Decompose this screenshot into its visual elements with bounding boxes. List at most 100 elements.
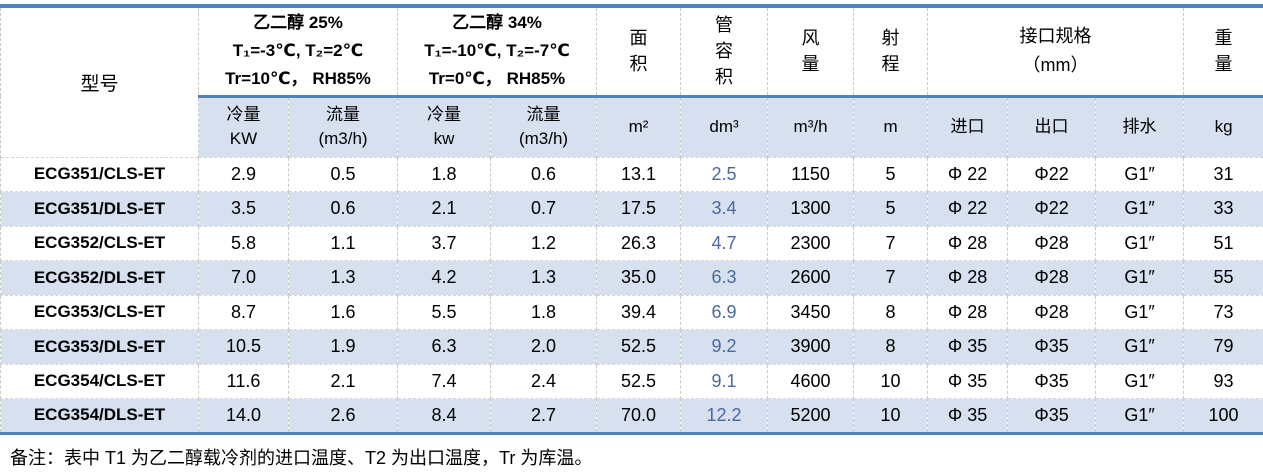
table-body: ECG351/CLS-ET 2.9 0.5 1.8 0.6 13.1 2.5 1150 5 Φ 2… <box>0 156 1263 434</box>
cell-value: Φ35 <box>1007 329 1097 365</box>
cell-value: Φ28 <box>1007 294 1097 330</box>
cell-value: 70.0 <box>596 398 682 434</box>
cell-model: ECG354/CLS-ET <box>0 363 199 399</box>
cell-value: 7.0 <box>198 260 289 296</box>
cell-value: 1.8 <box>397 156 492 192</box>
subheader-flow-34: 流量 (m3/h) <box>490 94 598 157</box>
cell-value: Φ22 <box>1007 156 1097 192</box>
cell-value: 2.5 <box>680 156 769 192</box>
cell-value: 3450 <box>767 294 855 330</box>
cell-value: 1.1 <box>287 225 399 261</box>
cell-value: 13.1 <box>596 156 682 192</box>
table-row: ECG352/CLS-ET 5.8 1.1 3.7 1.2 26.3 4.7 2300 7 Φ 2… <box>0 225 1263 261</box>
cell-value: 3.5 <box>198 191 289 227</box>
col-header-interface-spec: 接口规格 （mm） <box>927 6 1185 96</box>
cell-value: Φ 28 <box>927 225 1009 261</box>
cell-value: G1″ <box>1095 398 1185 434</box>
col-header-glycol-25: 乙二醇 25% T₁=-3℃, T₂=2℃ Tr=10℃， RH85% <box>197 6 399 96</box>
cell-model: ECG351/CLS-ET <box>0 156 199 192</box>
subheader-throw-unit: m <box>853 94 929 157</box>
subheader-flow-25: 流量 (m3/h) <box>287 94 399 157</box>
table-row: ECG353/CLS-ET 8.7 1.6 5.5 1.8 39.4 6.9 3450 8 Φ 2… <box>0 294 1263 330</box>
cell-value: 4.7 <box>680 225 769 261</box>
cell-value: 0.7 <box>490 191 598 227</box>
cell-model: ECG353/CLS-ET <box>0 294 199 330</box>
cell-value: 1150 <box>767 156 855 192</box>
cell-value: 10.5 <box>198 329 289 365</box>
cell-value: Φ 22 <box>927 191 1009 227</box>
table-header: 型号 乙二醇 25% T₁=-3℃, T₂=2℃ Tr=10℃， RH85% 乙… <box>0 6 1263 157</box>
cell-value: 3.7 <box>397 225 492 261</box>
cell-value: 2.4 <box>490 363 598 399</box>
col-header-throw: 射 程 <box>853 6 929 96</box>
col-header-tube-volume: 管 容 积 <box>680 6 769 96</box>
header-row-groups: 型号 乙二醇 25% T₁=-3℃, T₂=2℃ Tr=10℃， RH85% 乙… <box>0 6 1263 157</box>
cell-value: 31 <box>1183 156 1263 192</box>
cell-value: 2300 <box>767 225 855 261</box>
cell-value: 1.2 <box>490 225 598 261</box>
cell-value: 5 <box>853 156 929 192</box>
cell-value: 14.0 <box>198 398 289 434</box>
cell-value: G1″ <box>1095 363 1185 399</box>
cell-value: 2.0 <box>490 329 598 365</box>
col-header-area: 面 积 <box>596 6 682 96</box>
cell-value: Φ 22 <box>927 156 1009 192</box>
col-header-weight: 重 量 <box>1183 6 1263 96</box>
spec-table: 型号 乙二醇 25% T₁=-3℃, T₂=2℃ Tr=10℃， RH85% 乙… <box>0 4 1263 435</box>
cell-value: Φ28 <box>1007 260 1097 296</box>
footnote: 备注：表中 T1 为乙二醇载冷剂的进口温度、T2 为出口温度，Tr 为库温。 <box>10 447 593 468</box>
cell-value: 17.5 <box>596 191 682 227</box>
cell-value: 2600 <box>767 260 855 296</box>
cell-model: ECG352/DLS-ET <box>0 260 199 296</box>
cell-value: 2.7 <box>490 398 598 434</box>
cell-model: ECG352/CLS-ET <box>0 225 199 261</box>
table-row: ECG351/CLS-ET 2.9 0.5 1.8 0.6 13.1 2.5 1150 5 Φ 2… <box>0 156 1263 192</box>
cell-value: 8.4 <box>397 398 492 434</box>
col-header-air-flow: 风 量 <box>767 6 855 96</box>
cell-value: 2.1 <box>397 191 492 227</box>
cell-value: Φ 35 <box>927 329 1009 365</box>
subheader-outlet: 出口 <box>1007 94 1097 157</box>
subheader-inlet: 进口 <box>927 94 1009 157</box>
cell-value: Φ 35 <box>927 398 1009 434</box>
cell-model: ECG353/DLS-ET <box>0 329 199 365</box>
cell-value: 8.7 <box>198 294 289 330</box>
subheader-cooling-34: 冷量 kw <box>397 94 492 157</box>
cell-value: 55 <box>1183 260 1263 296</box>
subheader-tube-volume-unit: dm³ <box>680 94 769 157</box>
cell-value: 10 <box>853 398 929 434</box>
subheader-area-unit: m² <box>596 94 682 157</box>
cell-value: G1″ <box>1095 260 1185 296</box>
header-row-units: 冷量 KW 流量 (m3/h) 冷量 kw 流量 (m3/h) m² dm³ m… <box>1 94 1263 157</box>
table-row: ECG353/DLS-ET 10.5 1.9 6.3 2.0 52.5 9.2 3900 8 Φ … <box>0 329 1263 365</box>
cell-value: G1″ <box>1095 191 1185 227</box>
cell-value: 6.3 <box>397 329 492 365</box>
subheader-air-flow-unit: m³/h <box>767 94 855 157</box>
subheader-drain: 排水 <box>1095 94 1185 157</box>
cell-value: 51 <box>1183 225 1263 261</box>
cell-value: 5200 <box>767 398 855 434</box>
col-header-glycol-34: 乙二醇 34% T₁=-10℃, T₂=-7℃ Tr=0℃， RH85% <box>397 6 598 96</box>
cell-value: Φ35 <box>1007 363 1097 399</box>
cell-value: 73 <box>1183 294 1263 330</box>
cell-value: Φ28 <box>1007 225 1097 261</box>
cell-value: Φ22 <box>1007 191 1097 227</box>
cell-value: 1.3 <box>287 260 399 296</box>
subheader-weight-unit: kg <box>1183 94 1263 157</box>
cell-value: 3900 <box>767 329 855 365</box>
cell-model: ECG354/DLS-ET <box>0 398 199 434</box>
cell-value: Φ 35 <box>927 363 1009 399</box>
cell-value: Φ35 <box>1007 398 1097 434</box>
cell-value: 33 <box>1183 191 1263 227</box>
cell-value: 7 <box>853 260 929 296</box>
cell-value: G1″ <box>1095 156 1185 192</box>
cell-value: Φ 28 <box>927 294 1009 330</box>
cell-value: 5.8 <box>198 225 289 261</box>
cell-value: 7 <box>853 225 929 261</box>
cell-value: 1.8 <box>490 294 598 330</box>
cell-value: 0.6 <box>490 156 598 192</box>
cell-value: 1.9 <box>287 329 399 365</box>
cell-value: G1″ <box>1095 329 1185 365</box>
cell-value: Φ 28 <box>927 260 1009 296</box>
